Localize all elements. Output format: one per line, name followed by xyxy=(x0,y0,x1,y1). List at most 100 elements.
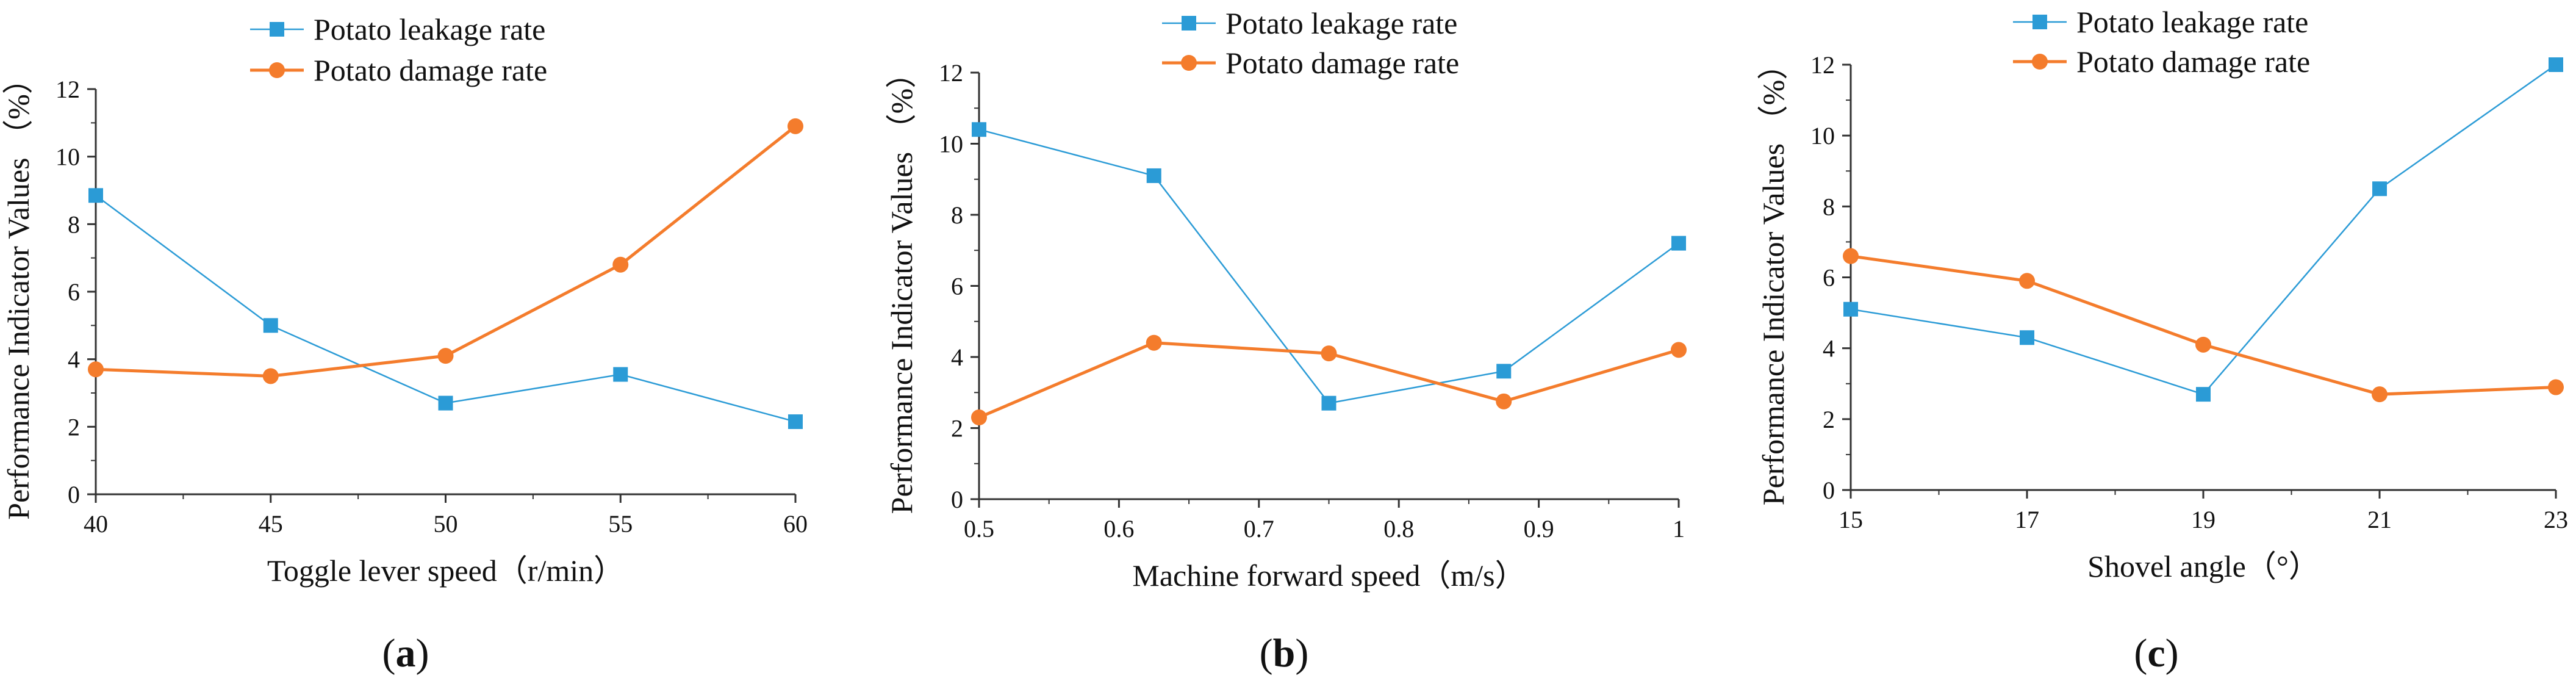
x-tick-label: 40 xyxy=(84,510,108,538)
y-tick-label: 0 xyxy=(951,486,963,513)
damage-data-point xyxy=(2019,273,2035,289)
leakage-data-point xyxy=(2020,330,2034,345)
y-tick-label: 8 xyxy=(68,211,80,238)
leakage-data-point xyxy=(2372,181,2387,196)
y-axis-title: Performance Indicator Values （%） xyxy=(1756,49,1790,505)
y-tick-label: 12 xyxy=(56,76,80,103)
y-tick-label: 10 xyxy=(56,143,80,171)
damage-data-point xyxy=(788,118,803,134)
x-tick-label: 0.5 xyxy=(964,515,994,542)
panel-label-close-paren: ) xyxy=(2165,631,2179,676)
legend-leakage-marker xyxy=(270,22,284,37)
x-tick-label: 1 xyxy=(1673,515,1685,542)
leakage-series-line xyxy=(978,128,1679,405)
x-axis-title: Shovel angle（°） xyxy=(2087,549,2319,583)
damage-data-point xyxy=(2372,386,2388,403)
legend-damage-marker xyxy=(269,62,285,78)
damage-data-point xyxy=(1321,345,1337,362)
x-tick-label: 0.6 xyxy=(1103,515,1134,542)
y-tick-label: 2 xyxy=(1823,406,1835,433)
y-tick-label: 2 xyxy=(951,415,963,442)
legend-leakage-marker xyxy=(1182,16,1196,31)
y-tick-label: 4 xyxy=(951,344,963,371)
damage-data-point xyxy=(612,256,629,273)
leakage-data-point xyxy=(438,395,453,411)
damage-data-point xyxy=(262,368,279,384)
x-tick-label: 17 xyxy=(2015,506,2039,533)
panel-label-open-paren: ( xyxy=(2134,631,2147,676)
x-tick-label: 55 xyxy=(608,510,633,538)
damage-data-point xyxy=(1843,248,1859,264)
y-tick-label: 6 xyxy=(1823,264,1835,292)
y-axis-title: Performance Indicator Values （%） xyxy=(1,63,35,519)
leakage-data-point xyxy=(1146,168,1161,183)
damage-data-point xyxy=(2195,336,2211,353)
y-tick-label: 0 xyxy=(68,481,80,508)
x-tick-label: 60 xyxy=(783,510,808,538)
y-tick-label: 8 xyxy=(951,201,963,229)
damage-data-point xyxy=(88,361,104,378)
y-tick-label: 12 xyxy=(939,59,963,87)
panel-label: (b) xyxy=(1260,631,1309,676)
damage-data-point xyxy=(437,348,454,364)
leakage-data-point xyxy=(788,414,803,430)
legend-leakage-label: Potato leakage rate xyxy=(314,12,545,46)
x-tick-label: 19 xyxy=(2191,506,2215,533)
legend-damage-label: Potato damage rate xyxy=(2076,45,2310,79)
x-tick-label: 15 xyxy=(1839,506,1863,533)
panel-label-letter: c xyxy=(2147,631,2165,676)
leakage-data-point xyxy=(263,318,278,333)
legend-damage-marker xyxy=(2032,54,2048,70)
panel-label: (c) xyxy=(2134,631,2178,676)
damage-data-point xyxy=(2548,379,2564,395)
panel-label-open-paren: ( xyxy=(382,631,396,676)
damage-data-point xyxy=(1496,393,1512,409)
damage-series-line xyxy=(95,124,797,378)
x-tick-label: 0.8 xyxy=(1383,515,1414,542)
x-tick-label: 21 xyxy=(2367,506,2392,533)
y-tick-label: 10 xyxy=(939,131,963,158)
y-tick-label: 6 xyxy=(951,273,963,300)
chart-panel-c: 0 2 4 6 8 10 12 15 17 19 21 23 Shovel angle（°） Perfor… xyxy=(1756,5,2568,676)
legend-damage-label: Potato damage rate xyxy=(1225,46,1459,80)
y-tick-label: 10 xyxy=(1810,122,1835,150)
x-tick-label: 0.9 xyxy=(1524,515,1554,542)
damage-data-point xyxy=(1671,342,1687,358)
leakage-data-point xyxy=(2196,387,2211,402)
damage-data-point xyxy=(1146,334,1162,351)
legend-damage-label: Potato damage rate xyxy=(314,53,547,87)
panel-label-open-paren: ( xyxy=(1260,631,1273,676)
y-tick-label: 2 xyxy=(68,413,80,441)
damage-series-line xyxy=(1850,254,2556,396)
panel-label: (a) xyxy=(382,631,429,676)
damage-data-point xyxy=(971,409,987,426)
panel-label-letter: b xyxy=(1273,631,1296,676)
y-tick-label: 4 xyxy=(68,346,80,373)
leakage-data-point xyxy=(1496,364,1512,379)
y-tick-label: 12 xyxy=(1810,51,1835,79)
panel-label-letter: a xyxy=(396,631,416,676)
legend-damage-marker xyxy=(1181,55,1197,71)
y-tick-label: 6 xyxy=(68,278,80,306)
leakage-data-point xyxy=(972,122,986,137)
leakage-data-point xyxy=(1671,236,1686,251)
y-tick-label: 8 xyxy=(1823,193,1835,220)
x-tick-label: 50 xyxy=(434,510,458,538)
x-tick-label: 0.7 xyxy=(1244,515,1274,542)
panel-label-close-paren: ) xyxy=(416,631,429,676)
chart-panel-b: 0 2 4 6 8 10 12 0.5 0.6 0.7 0.8 0.9 1 Machine forward… xyxy=(884,6,1687,676)
panel-label-close-paren: ) xyxy=(1295,631,1308,676)
x-axis-title: Machine forward speed（m/s） xyxy=(1132,558,1525,593)
leakage-series-line xyxy=(95,195,796,423)
leakage-data-point xyxy=(1321,395,1336,411)
x-tick-label: 23 xyxy=(2544,506,2568,533)
y-tick-label: 4 xyxy=(1823,335,1835,362)
y-tick-label: 0 xyxy=(1823,477,1835,504)
leakage-data-point xyxy=(613,367,628,382)
x-tick-label: 45 xyxy=(259,510,283,538)
legend-leakage-label: Potato leakage rate xyxy=(1225,6,1457,40)
y-axis-title: Performance Indicator Values （%） xyxy=(884,58,919,514)
legend-leakage-marker xyxy=(2032,15,2047,29)
leakage-data-point xyxy=(2549,57,2563,72)
